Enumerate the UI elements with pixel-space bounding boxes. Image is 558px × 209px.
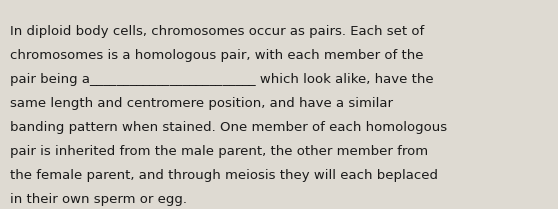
Text: In diploid body cells, chromosomes occur as pairs. Each set of: In diploid body cells, chromosomes occur…	[10, 25, 424, 38]
Text: pair being a_________________________ which look alike, have the: pair being a_________________________ wh…	[10, 73, 434, 86]
Text: in their own sperm or egg.: in their own sperm or egg.	[10, 193, 187, 206]
Text: pair is inherited from the male parent, the other member from: pair is inherited from the male parent, …	[10, 145, 428, 158]
Text: same length and centromere position, and have a similar: same length and centromere position, and…	[10, 97, 393, 110]
Text: banding pattern when stained. One member of each homologous: banding pattern when stained. One member…	[10, 121, 447, 134]
Text: the female parent, and through meiosis they will each beplaced: the female parent, and through meiosis t…	[10, 169, 438, 182]
Text: chromosomes is a homologous pair, with each member of the: chromosomes is a homologous pair, with e…	[10, 49, 424, 62]
